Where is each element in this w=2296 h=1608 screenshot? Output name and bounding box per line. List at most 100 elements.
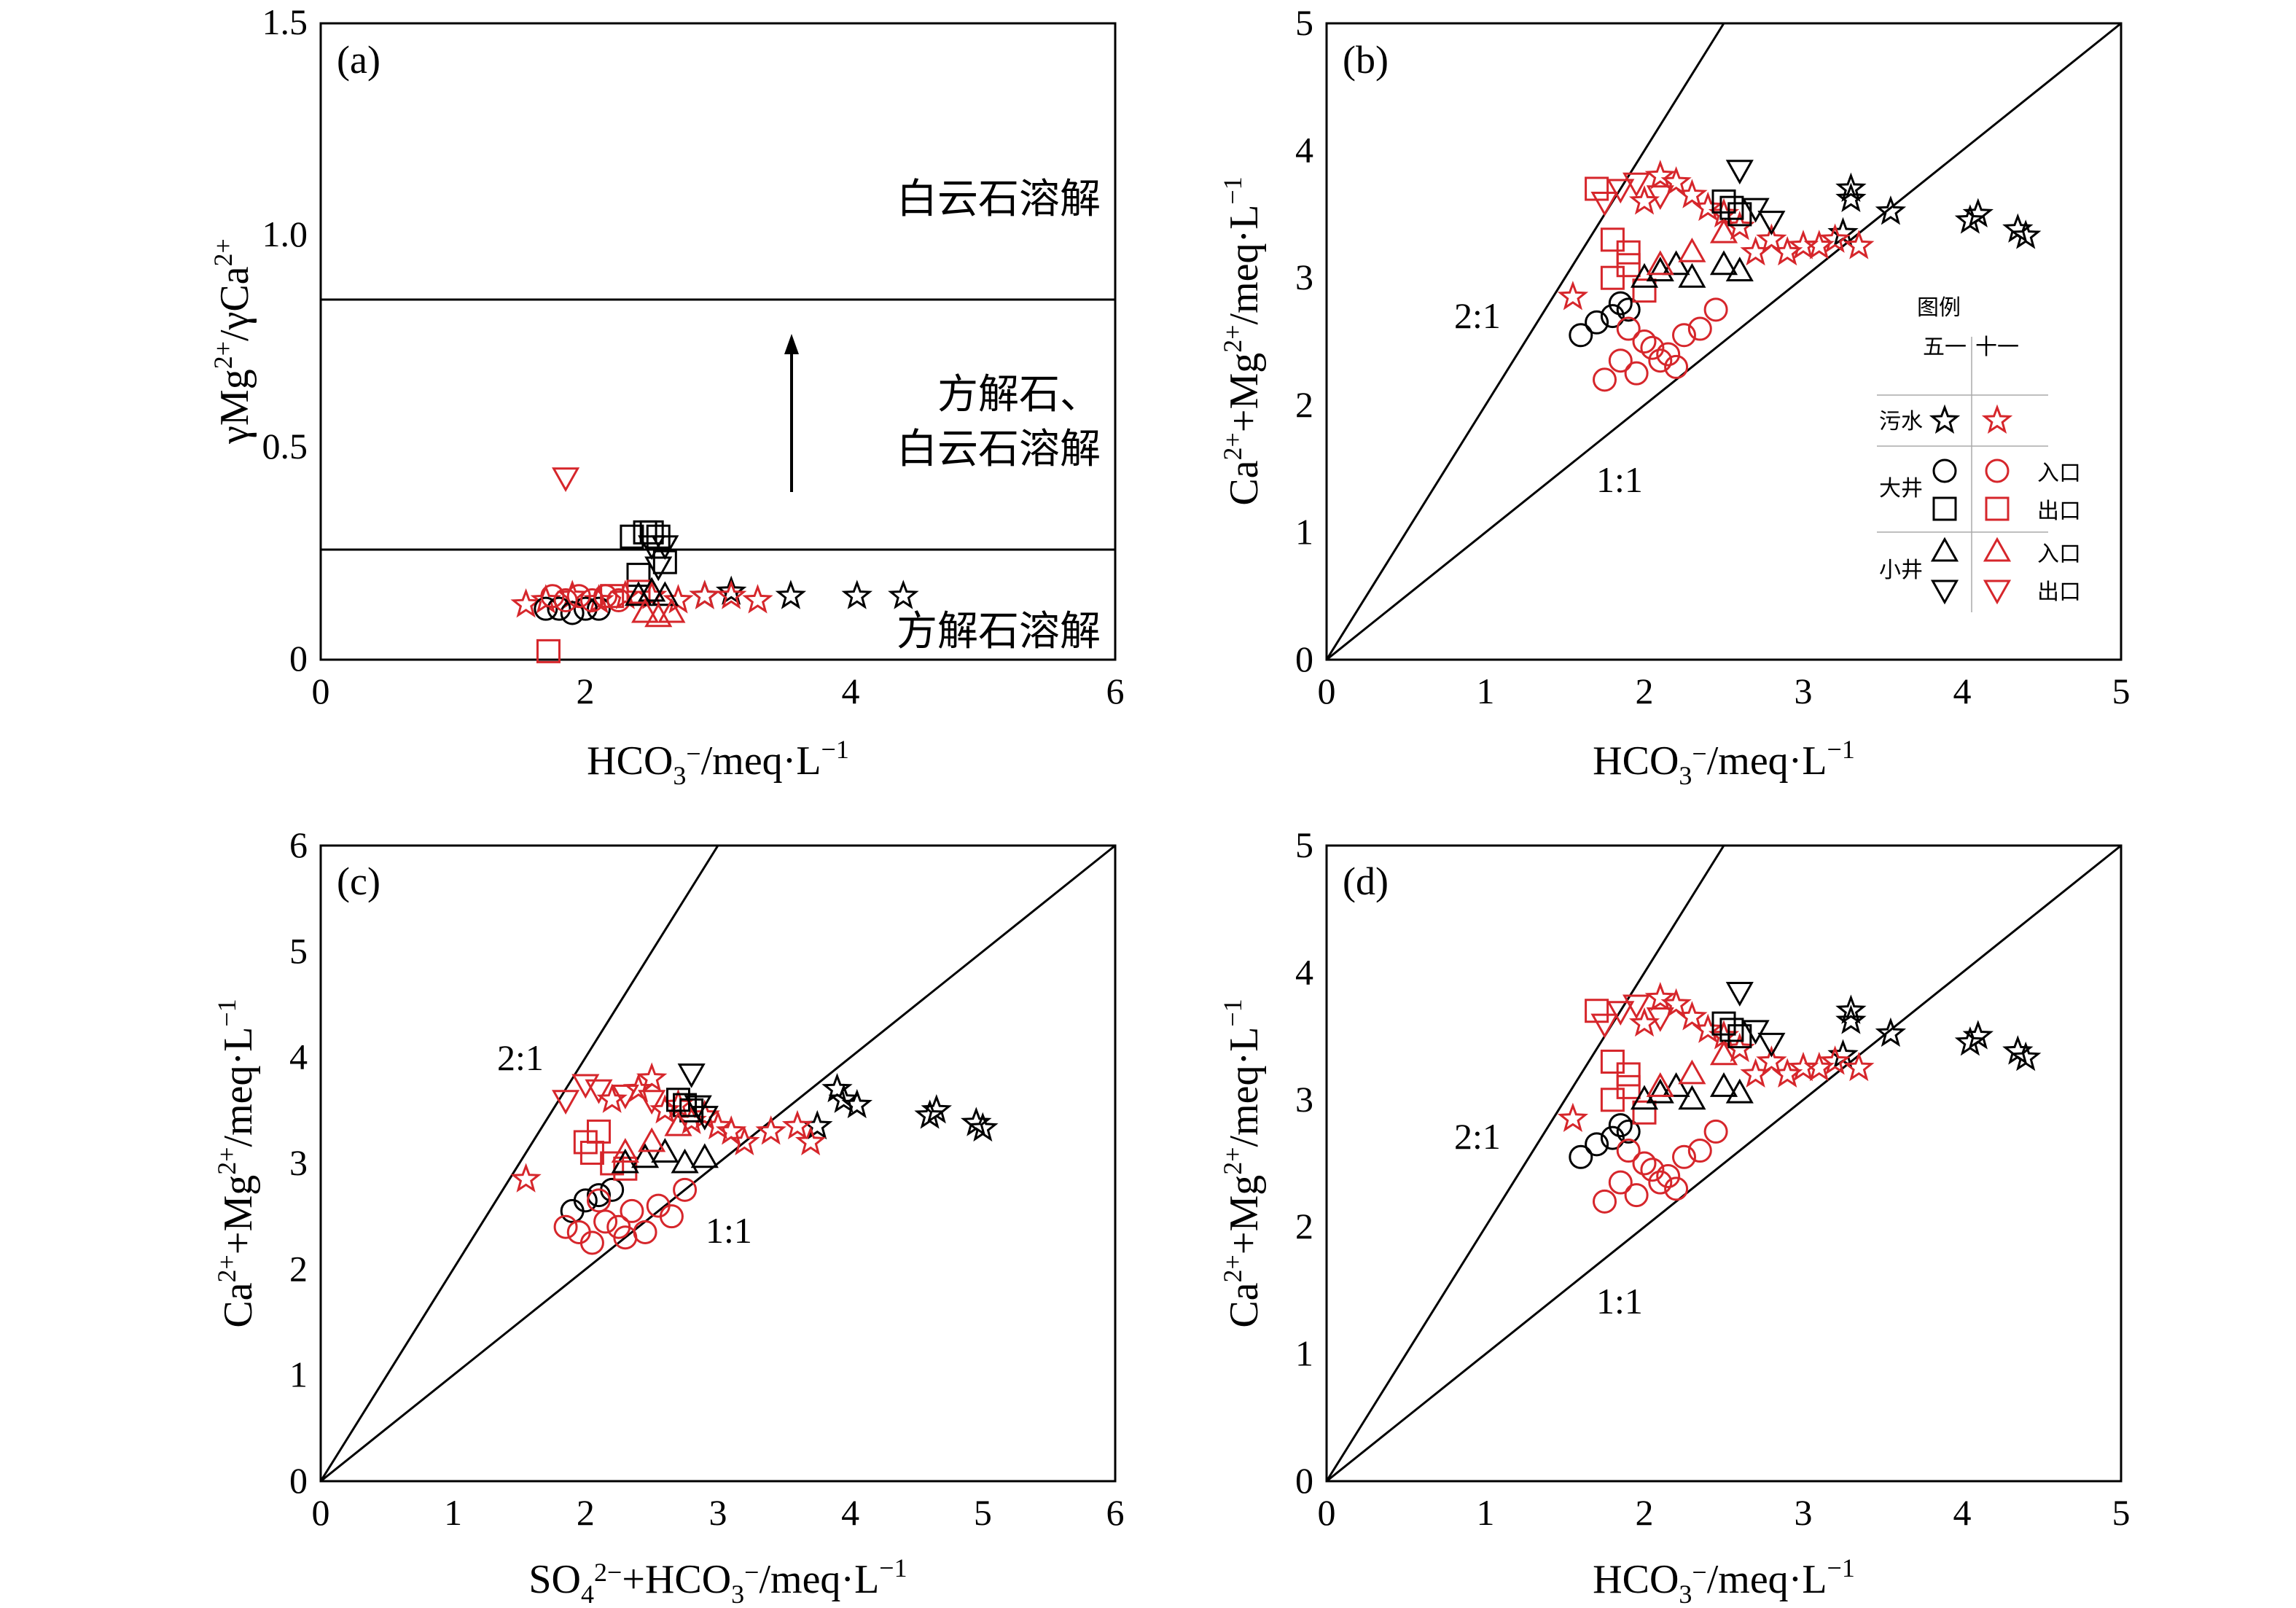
panel-d-x-axis-label: HCO3−/meq·L−1 xyxy=(1593,1553,1855,1608)
y-tick-label: 1 xyxy=(1295,1333,1313,1374)
data-point xyxy=(1646,250,1674,276)
data-point xyxy=(573,1188,598,1213)
data-point xyxy=(1709,218,1738,243)
data-point xyxy=(1678,262,1706,288)
panel-b-points xyxy=(1557,160,2042,392)
data-point xyxy=(1646,1072,1674,1097)
data-point xyxy=(1687,316,1712,341)
data-point xyxy=(742,584,773,614)
ratio-2-1-line xyxy=(319,845,719,1482)
x-tick-label: 5 xyxy=(2112,671,2131,711)
x-tick-label: 5 xyxy=(2112,1492,2131,1533)
data-point xyxy=(1740,1058,1771,1088)
data-point xyxy=(1678,1059,1706,1085)
data-point xyxy=(1569,323,1593,348)
legend-title: 图例 xyxy=(1917,296,1961,320)
ratio-2-1-line xyxy=(1325,845,1725,1482)
y-tick-label: 3 xyxy=(1295,257,1313,297)
data-point xyxy=(659,1204,684,1229)
data-point xyxy=(967,1112,999,1142)
y-tick-label: 4 xyxy=(1295,130,1313,171)
data-point xyxy=(1608,291,1633,316)
panel-b-x-axis-label: HCO3−/meq·L−1 xyxy=(1593,735,1855,790)
data-point xyxy=(1640,1158,1665,1182)
data-point xyxy=(1632,329,1657,354)
y-tick-label: 0.5 xyxy=(262,426,308,467)
panel-c-x-axis-label: SO42−+HCO3−/meq·L−1 xyxy=(528,1553,907,1608)
y-tick-label: 3 xyxy=(1295,1079,1313,1120)
data-point xyxy=(1590,191,1619,216)
panel-c-label: (c) xyxy=(337,859,380,903)
data-point xyxy=(1608,1113,1633,1138)
data-point xyxy=(1569,1144,1593,1169)
y-tick-label: 5 xyxy=(1295,2,1313,43)
data-point xyxy=(1656,342,1681,367)
x-tick-label: 6 xyxy=(1106,671,1125,711)
data-point xyxy=(1875,195,1907,225)
data-point xyxy=(1646,1007,1674,1032)
data-point xyxy=(1709,1072,1738,1097)
data-point xyxy=(1616,1074,1641,1099)
data-point xyxy=(1664,1176,1689,1201)
data-point xyxy=(1648,348,1673,373)
data-point xyxy=(1616,240,1641,265)
data-point xyxy=(510,588,542,618)
zone-label-mixed-line1: 方解石、 xyxy=(937,372,1101,418)
data-point xyxy=(1593,367,1617,392)
panel-d: (d) 2:1 1:1 HCO3−/meq·L−1 Ca2++Mg2+/meq·… xyxy=(1218,824,2131,1608)
x-tick-label: 5 xyxy=(974,1492,992,1533)
panel-a-x-axis-label: HCO3−/meq·L−1 xyxy=(587,735,849,790)
data-point xyxy=(1662,1072,1690,1097)
data-point xyxy=(1741,1020,1770,1045)
data-point xyxy=(1600,1125,1625,1150)
ratio-1-1-line xyxy=(320,844,1116,1483)
x-tick-label: 0 xyxy=(312,1492,330,1533)
data-point xyxy=(1757,1032,1786,1058)
data-point xyxy=(626,563,651,588)
data-point xyxy=(1632,278,1657,303)
panel-b-y-axis-label: Ca2++Mg2+/meq·L−1 xyxy=(1218,176,1267,505)
panel-d-y-axis-label: Ca2++Mg2+/meq·L−1 xyxy=(1218,999,1267,1327)
panel-d-ticks: 0 1 2 3 4 5 0 1 2 3 4 5 xyxy=(1295,824,2131,1533)
data-point xyxy=(651,581,679,606)
data-point xyxy=(1757,211,1786,235)
x-tick-label: 0 xyxy=(312,671,330,711)
data-point xyxy=(1719,1018,1744,1042)
data-point xyxy=(841,1088,873,1119)
data-point xyxy=(1719,195,1744,220)
y-tick-label: 5 xyxy=(1295,824,1313,865)
data-point xyxy=(1660,166,1692,196)
data-point xyxy=(633,1219,657,1244)
data-point xyxy=(540,584,565,609)
data-point xyxy=(552,467,580,493)
triangle-down-marker xyxy=(1930,579,1959,605)
data-point xyxy=(552,1090,580,1115)
star-marker xyxy=(1981,404,2013,434)
legend-sub-label: 入口 xyxy=(2037,461,2081,485)
data-point xyxy=(579,588,604,613)
y-tick-label: 2 xyxy=(1295,1206,1313,1246)
y-tick-label: 0 xyxy=(1295,639,1313,679)
data-point xyxy=(579,1230,604,1255)
data-point xyxy=(775,579,807,609)
data-point xyxy=(1632,1100,1657,1125)
data-point xyxy=(1772,235,1803,266)
triangle-down-marker xyxy=(1983,579,2012,605)
data-point xyxy=(1557,1102,1589,1132)
x-tick-label: 4 xyxy=(1953,1492,1972,1533)
circle-marker xyxy=(1932,458,1957,483)
ratio-1-1-label: 1:1 xyxy=(1596,1281,1643,1322)
legend-col2-label: 十一 xyxy=(1975,335,2019,359)
data-point xyxy=(1962,1020,1994,1050)
data-point xyxy=(1725,160,1754,185)
legend-group-label: 大井 xyxy=(1879,477,1923,501)
legend-group-label: 污水 xyxy=(1879,410,1923,434)
data-point xyxy=(1606,1001,1635,1026)
data-point xyxy=(1616,1139,1641,1163)
data-point xyxy=(689,579,721,609)
y-tick-label: 0 xyxy=(1295,1460,1313,1501)
data-point xyxy=(715,579,747,609)
data-point xyxy=(1703,1119,1728,1144)
data-point xyxy=(1624,1183,1649,1208)
data-point xyxy=(841,579,873,609)
